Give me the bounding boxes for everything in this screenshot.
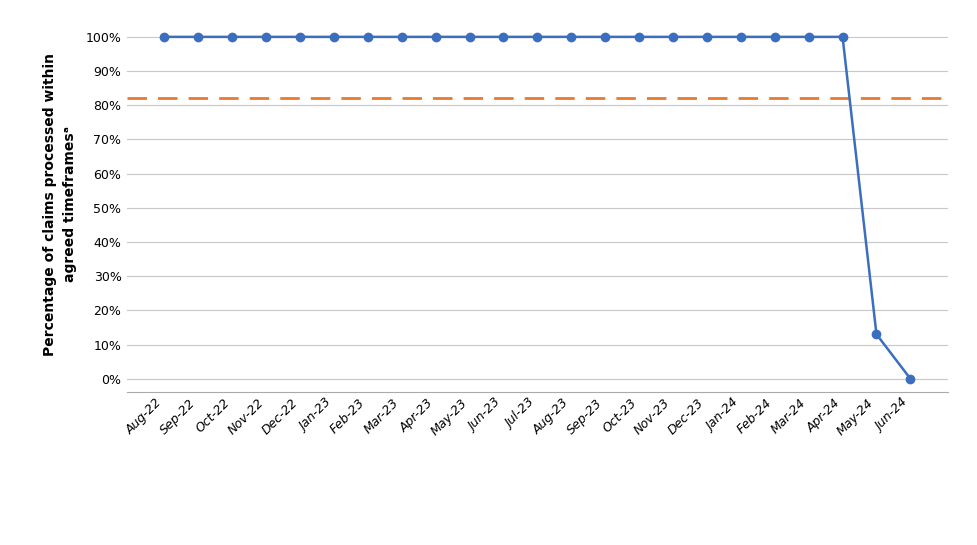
Reported result	[430, 34, 442, 40]
Reported result	[769, 34, 781, 40]
Reported result	[328, 34, 340, 40]
Reported result	[735, 34, 746, 40]
Reported result	[294, 34, 306, 40]
Reported result	[361, 34, 373, 40]
Reported result	[531, 34, 543, 40]
Reported result	[836, 34, 848, 40]
Reported result	[803, 34, 815, 40]
Reported result	[633, 34, 645, 40]
Target (82 per cent or better)	[192, 95, 204, 102]
Target (82 per cent or better)	[158, 95, 170, 102]
Reported result	[701, 34, 713, 40]
Reported result	[566, 34, 577, 40]
Reported result	[227, 34, 238, 40]
Reported result	[497, 34, 509, 40]
Reported result	[667, 34, 679, 40]
Y-axis label: Percentage of claims processed within
agreed timeframesᵃ: Percentage of claims processed within ag…	[43, 53, 77, 356]
Reported result	[192, 34, 204, 40]
Line: Reported result: Reported result	[160, 33, 914, 383]
Reported result	[260, 34, 272, 40]
Reported result	[396, 34, 407, 40]
Reported result	[905, 376, 916, 382]
Reported result	[599, 34, 611, 40]
Reported result	[871, 331, 882, 337]
Reported result	[158, 34, 170, 40]
Reported result	[464, 34, 476, 40]
